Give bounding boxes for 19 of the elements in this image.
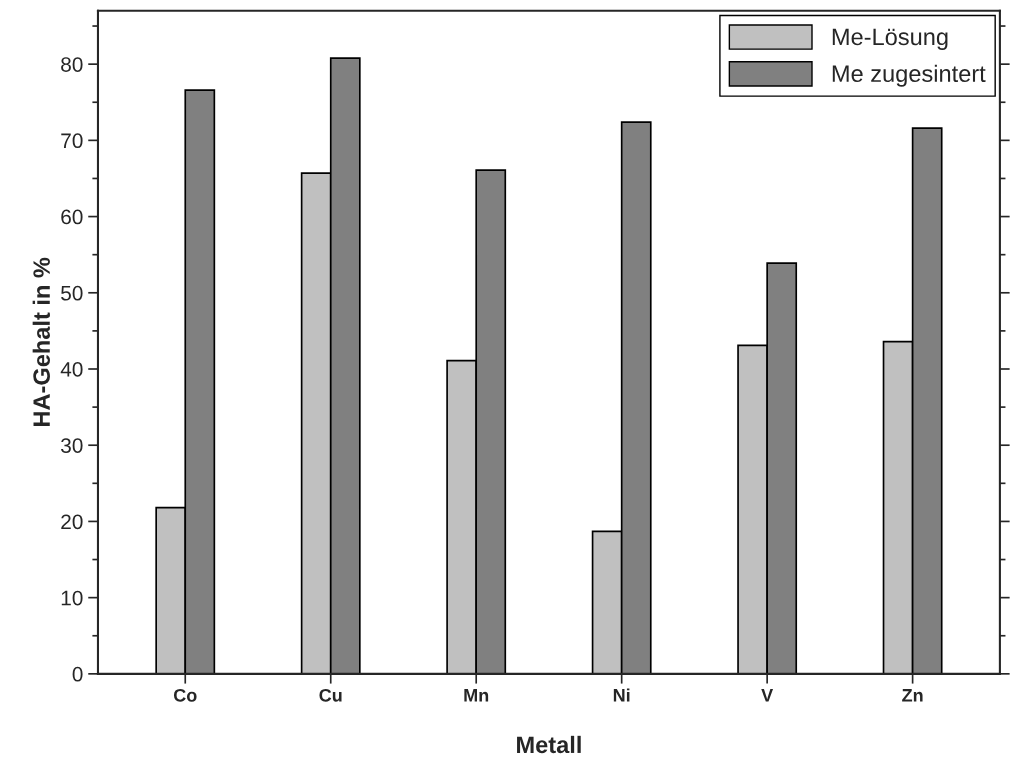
y-tick-label: 80 (61, 57, 83, 72)
x-tick-label: Co (173, 688, 197, 702)
x-tick-label: Ni (613, 688, 630, 702)
x-tick-label: V (761, 689, 774, 702)
x-tick-label: Mn (464, 689, 489, 702)
y-tick-label: 20 (61, 514, 83, 530)
y-tick-label: 10 (61, 590, 83, 606)
x-tick-label: Cu (319, 688, 342, 702)
y-tick-label: 0 (72, 666, 83, 682)
y-tick-label: 70 (61, 133, 83, 149)
x-tick-label: Zn (902, 689, 923, 702)
x-axis-title: Metall (517, 735, 581, 754)
y-tick-label: 50 (61, 285, 83, 301)
y-tick-label: 40 (60, 362, 83, 377)
y-axis-title: HA-Gehalt in % (32, 257, 50, 427)
y-tick-label: 30 (61, 438, 83, 453)
y-tick-label: 60 (61, 209, 83, 225)
legend-label: Me-Lösung (832, 28, 948, 50)
legend-label: Me zugesintert (832, 64, 986, 87)
